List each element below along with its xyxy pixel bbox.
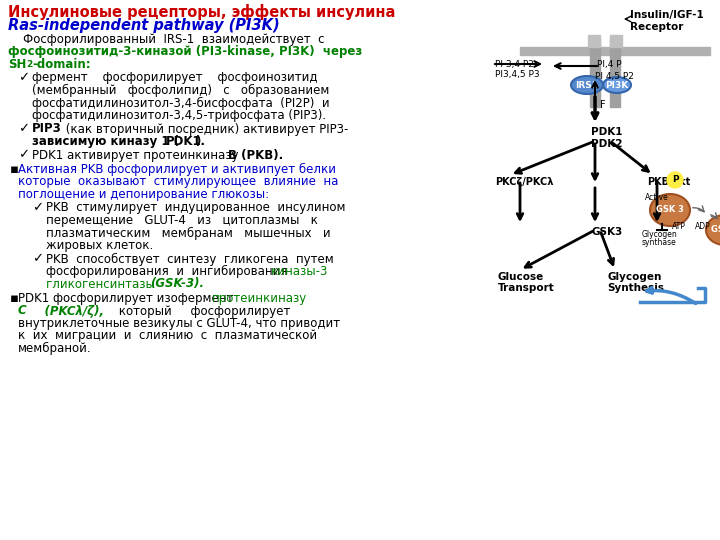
Text: GSK 3: GSK 3 xyxy=(656,206,684,214)
Bar xyxy=(610,39,620,107)
Text: Ras-independent pathway (PI3K): Ras-independent pathway (PI3K) xyxy=(8,18,279,33)
Text: фосфатидилинозитол-3,4,5-трифосфата (PIP3).: фосфатидилинозитол-3,4,5-трифосфата (PIP… xyxy=(32,109,326,122)
Text: мембраной.: мембраной. xyxy=(18,342,91,355)
Text: поглощение и депонирование глюкозы:: поглощение и депонирование глюкозы: xyxy=(18,188,269,201)
Text: фосфорилирования  и  ингибирования: фосфорилирования и ингибирования xyxy=(46,265,295,278)
Text: PDK1 активирует протеинкиназу: PDK1 активирует протеинкиназу xyxy=(32,148,242,161)
Text: GSK3: GSK3 xyxy=(591,227,622,237)
Text: PDK2: PDK2 xyxy=(591,139,623,149)
Text: киназы-3: киназы-3 xyxy=(271,265,328,278)
Text: ).: ). xyxy=(195,135,205,148)
Text: GSK 3: GSK 3 xyxy=(711,226,720,234)
Text: протеинкиназу: протеинкиназу xyxy=(212,292,307,305)
Text: PIP3: PIP3 xyxy=(32,123,62,136)
Text: плазматическим   мембранам   мышечных   и: плазматическим мембранам мышечных и xyxy=(46,226,330,240)
Text: PKCζ/PKCλ: PKCζ/PKCλ xyxy=(495,177,554,187)
Bar xyxy=(610,35,622,47)
Text: которые  оказывают  стимулирующее  влияние  на: которые оказывают стимулирующее влияние … xyxy=(18,176,338,188)
Text: который     фосфорилирует: который фосфорилирует xyxy=(100,305,290,318)
Text: PI 3,4 P2: PI 3,4 P2 xyxy=(495,60,534,69)
Text: 2: 2 xyxy=(26,60,32,69)
Text: PI3,4,5 P3: PI3,4,5 P3 xyxy=(495,70,539,79)
Text: (мембранный   фосфолипид)   с   образованием: (мембранный фосфолипид) с образованием xyxy=(32,84,329,97)
Text: IRS1: IRS1 xyxy=(575,80,598,90)
Bar xyxy=(520,47,710,55)
Ellipse shape xyxy=(571,76,603,94)
Text: ✓: ✓ xyxy=(32,253,43,266)
Ellipse shape xyxy=(650,194,690,226)
Circle shape xyxy=(667,172,683,188)
Text: Synthesis: Synthesis xyxy=(607,283,664,293)
Bar xyxy=(588,35,600,47)
Text: PKB/akt: PKB/akt xyxy=(647,177,690,187)
Text: ✓: ✓ xyxy=(18,71,29,84)
Text: -domain:: -domain: xyxy=(32,58,91,71)
Text: Active: Active xyxy=(645,193,669,202)
Text: Glucose: Glucose xyxy=(498,272,544,282)
Text: Glycogen: Glycogen xyxy=(607,272,662,282)
Text: Receptor: Receptor xyxy=(630,22,683,32)
Ellipse shape xyxy=(603,77,631,93)
Text: ✓: ✓ xyxy=(18,123,29,136)
Text: F: F xyxy=(600,100,606,110)
Text: P: P xyxy=(672,176,678,185)
Text: внутриклеточные везикулы с GLUT-4, что приводит: внутриклеточные везикулы с GLUT-4, что п… xyxy=(18,317,340,330)
Text: фосфоинозитид-3-киназой (PI3-kinase, PI3K)  через: фосфоинозитид-3-киназой (PI3-kinase, PI3… xyxy=(8,45,362,58)
Text: PDK1: PDK1 xyxy=(591,127,623,137)
Text: PDK1 фосфорилирует изофермент: PDK1 фосфорилирует изофермент xyxy=(18,292,237,305)
Text: перемещение   GLUT-4   из   цитоплазмы   к: перемещение GLUT-4 из цитоплазмы к xyxy=(46,214,318,227)
Bar xyxy=(590,39,600,107)
Text: жировых клеток.: жировых клеток. xyxy=(46,239,153,252)
Text: ATP: ATP xyxy=(672,222,686,231)
Text: к  их  миграции  и  слиянию  с  плазматической: к их миграции и слиянию с плазматической xyxy=(18,329,317,342)
Text: фосфатидилинозитол-3,4-бисфосфата  (PI2P)  и: фосфатидилинозитол-3,4-бисфосфата (PI2P)… xyxy=(32,97,330,110)
Text: SH: SH xyxy=(8,58,27,71)
Text: ▪: ▪ xyxy=(10,163,19,176)
Text: C: C xyxy=(18,305,27,318)
Text: Insulin/IGF-1: Insulin/IGF-1 xyxy=(630,10,703,20)
Text: B (PKB).: B (PKB). xyxy=(228,148,283,161)
Text: Активная PKB фосфорилирует и активипует белки: Активная PKB фосфорилирует и активипует … xyxy=(18,163,336,176)
Text: Transport: Transport xyxy=(498,283,554,293)
Text: PDK1: PDK1 xyxy=(166,135,202,148)
Text: PI,4 P: PI,4 P xyxy=(597,60,621,69)
Text: ✓: ✓ xyxy=(18,148,29,161)
Text: PKB  способствует  синтезу  гликогена  путем: PKB способствует синтезу гликогена путем xyxy=(46,253,334,266)
Text: фермент    фосфорилирует    фосфоинозитид: фермент фосфорилирует фосфоинозитид xyxy=(32,71,318,84)
Text: ▪: ▪ xyxy=(10,292,19,305)
Text: Фосфорилированный  IRS-1  взаимодействует  с: Фосфорилированный IRS-1 взаимодействует … xyxy=(8,33,325,46)
Text: Glycogen: Glycogen xyxy=(642,230,678,239)
Text: зависимую киназу 1 (: зависимую киназу 1 ( xyxy=(32,135,179,148)
Text: Инсулиновые рецепторы, эффекты инсулина: Инсулиновые рецепторы, эффекты инсулина xyxy=(8,4,395,20)
Text: гликогенсинтазы: гликогенсинтазы xyxy=(46,278,158,291)
Text: (PKCλ/ζ),: (PKCλ/ζ), xyxy=(28,305,104,318)
Text: PI 4,5 P2: PI 4,5 P2 xyxy=(595,72,634,81)
Text: (как вторичный посредник) активирует PIP3-: (как вторичный посредник) активирует PIP… xyxy=(62,123,348,136)
Ellipse shape xyxy=(706,215,720,245)
Text: ADP: ADP xyxy=(695,222,711,231)
Text: ✓: ✓ xyxy=(32,201,43,214)
Text: PKB  стимулирует  индуцированное  инсулином: PKB стимулирует индуцированное инсулином xyxy=(46,201,346,214)
Text: synthase: synthase xyxy=(642,238,677,247)
Text: (GSK-3).: (GSK-3). xyxy=(150,278,204,291)
Text: PI3K: PI3K xyxy=(606,80,629,90)
